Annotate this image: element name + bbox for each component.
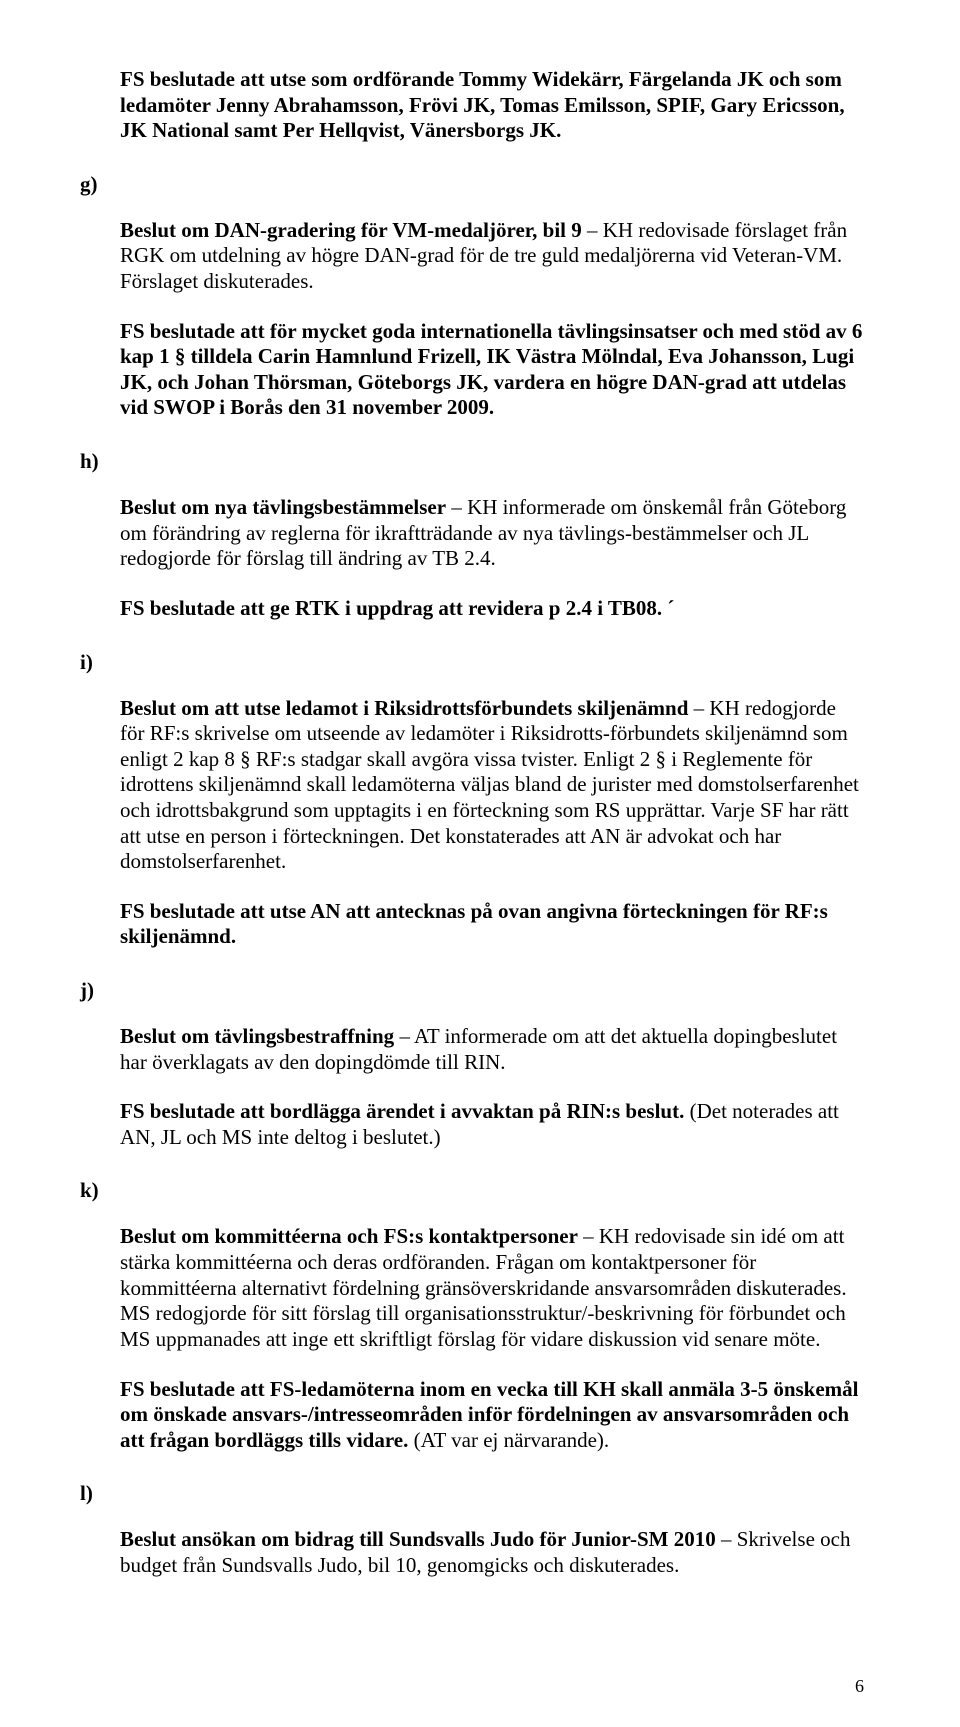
list-content-h: Beslut om nya tävlingsbestämmelser – KH … — [120, 474, 864, 621]
list-item-h: h) Beslut om nya tävlingsbestämmelser – … — [120, 449, 864, 621]
item-g-p1: Beslut om DAN-gradering för VM-medaljöre… — [120, 218, 864, 295]
item-j-p1-lead: Beslut om tävlingsbestraffning — [120, 1024, 394, 1048]
list-item-g: g) Beslut om DAN-gradering för VM-medalj… — [120, 172, 864, 421]
list-item-j: j) Beslut om tävlingsbestraffning – AT i… — [120, 978, 864, 1150]
item-k-p1: Beslut om kommittéerna och FS:s kontaktp… — [120, 1224, 864, 1352]
intro-block: FS beslutade att utse som ordförande Tom… — [120, 28, 864, 144]
list-item-i: i) Beslut om att utse ledamot i Riksidro… — [120, 650, 864, 950]
item-k-p2: FS beslutade att FS-ledamöterna inom en … — [120, 1377, 864, 1454]
item-i-p1: Beslut om att utse ledamot i Riksidrotts… — [120, 696, 864, 875]
list-content-j: Beslut om tävlingsbestraffning – AT info… — [120, 1003, 864, 1150]
list-marker-j: j) — [80, 978, 120, 1003]
item-i-p2: FS beslutade att utse AN att antecknas p… — [120, 899, 864, 950]
list-content-i: Beslut om att utse ledamot i Riksidrotts… — [120, 675, 864, 950]
item-k-p2-rest: (AT var ej närvarande). — [408, 1428, 609, 1452]
list-item-k: k) Beslut om kommittéerna och FS:s konta… — [120, 1178, 864, 1453]
list-marker-k: k) — [80, 1178, 120, 1203]
list-item-l: l) Beslut ansökan om bidrag till Sundsva… — [120, 1481, 864, 1578]
list-content-g: Beslut om DAN-gradering för VM-medaljöre… — [120, 197, 864, 421]
item-i-p1-rest: – KH redogjorde för RF:s skrivelse om ut… — [120, 696, 864, 874]
item-h-p1-lead: Beslut om nya tävlingsbestämmelser — [120, 495, 446, 519]
item-l-p1: Beslut ansökan om bidrag till Sundsvalls… — [120, 1527, 864, 1578]
list-marker-i: i) — [80, 650, 120, 675]
item-j-p2: FS beslutade att bordlägga ärendet i avv… — [120, 1099, 864, 1150]
list-marker-h: h) — [80, 449, 120, 474]
item-j-p1: Beslut om tävlingsbestraffning – AT info… — [120, 1024, 864, 1075]
list-marker-l: l) — [80, 1481, 120, 1506]
intro-content: FS beslutade att utse som ordförande Tom… — [120, 46, 864, 144]
list-marker-g: g) — [80, 172, 120, 197]
item-k-p1-lead: Beslut om kommittéerna och FS:s kontaktp… — [120, 1224, 578, 1248]
list-content-k: Beslut om kommittéerna och FS:s kontaktp… — [120, 1203, 864, 1453]
list-content-l: Beslut ansökan om bidrag till Sundsvalls… — [120, 1506, 864, 1578]
item-h-p1: Beslut om nya tävlingsbestämmelser – KH … — [120, 495, 864, 572]
item-h-p2: FS beslutade att ge RTK i uppdrag att re… — [120, 596, 864, 622]
document-page: FS beslutade att utse som ordförande Tom… — [0, 0, 960, 1727]
item-g-p2: FS beslutade att för mycket goda interna… — [120, 319, 864, 421]
item-l-p1-lead: Beslut ansökan om bidrag till Sundsvalls… — [120, 1527, 716, 1551]
intro-paragraph: FS beslutade att utse som ordförande Tom… — [120, 67, 864, 144]
item-g-p1-lead: Beslut om DAN-gradering för VM-medaljöre… — [120, 218, 582, 242]
item-i-p1-lead: Beslut om att utse ledamot i Riksidrotts… — [120, 696, 688, 720]
item-j-p2-bold: FS beslutade att bordlägga ärendet i avv… — [120, 1099, 684, 1123]
page-number: 6 — [855, 1676, 864, 1697]
